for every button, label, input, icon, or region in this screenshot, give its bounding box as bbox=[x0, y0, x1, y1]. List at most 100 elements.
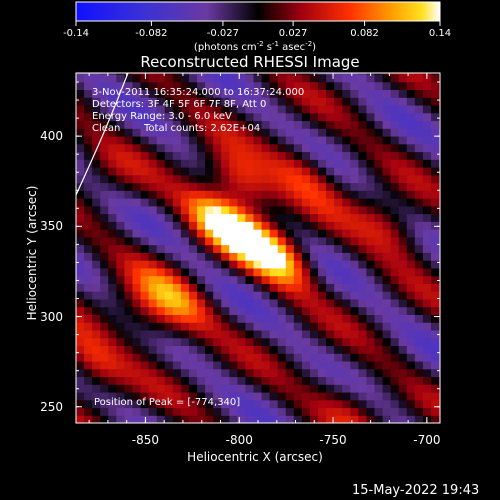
heatmap-cell bbox=[245, 252, 255, 261]
colorbar-ticks bbox=[75, 21, 441, 26]
heatmap-cell bbox=[293, 112, 303, 122]
heatmap-cell bbox=[100, 244, 109, 253]
heatmap-cell bbox=[180, 244, 190, 253]
heatmap-cell bbox=[326, 81, 335, 91]
heatmap-cell bbox=[309, 120, 319, 129]
heatmap-cell bbox=[430, 260, 440, 269]
heatmap-cell bbox=[342, 306, 351, 315]
heatmap-cell bbox=[301, 368, 311, 378]
heatmap-cell bbox=[92, 166, 101, 176]
heatmap-cell bbox=[253, 151, 263, 160]
heatmap-cell bbox=[148, 120, 158, 129]
heatmap-cell bbox=[422, 353, 432, 362]
heatmap-cell bbox=[100, 97, 109, 106]
heatmap-cell bbox=[156, 205, 166, 215]
colorbar-tick-label: -0.027 bbox=[206, 28, 240, 39]
heatmap-cell bbox=[164, 283, 174, 292]
heatmap-cell bbox=[140, 190, 150, 199]
heatmap-cell bbox=[221, 190, 230, 199]
heatmap-cell bbox=[414, 89, 424, 98]
heatmap-cell bbox=[261, 73, 271, 83]
heatmap-cell bbox=[197, 198, 206, 207]
heatmap-cell bbox=[188, 267, 198, 277]
heatmap-cell bbox=[406, 151, 416, 160]
heatmap-cell bbox=[76, 166, 85, 176]
heatmap-cell bbox=[124, 73, 134, 83]
heatmap-cell bbox=[76, 298, 85, 308]
heatmap-cell bbox=[92, 213, 101, 222]
heatmap-cell bbox=[197, 229, 206, 238]
heatmap-cell bbox=[374, 353, 384, 362]
heatmap-cell bbox=[180, 143, 190, 153]
heatmap-cell bbox=[342, 81, 351, 91]
heatmap-cell bbox=[205, 236, 214, 246]
heatmap-cell bbox=[285, 190, 295, 199]
heatmap-cell bbox=[334, 205, 343, 215]
heatmap-cell bbox=[164, 399, 174, 409]
heatmap-cell bbox=[172, 205, 182, 215]
heatmap-cell bbox=[374, 236, 384, 246]
heatmap-cell bbox=[358, 399, 368, 409]
heatmap-cell bbox=[132, 221, 142, 230]
heatmap-cell bbox=[172, 329, 182, 339]
heatmap-cell bbox=[261, 73, 271, 75]
x-tick-label: -700 bbox=[413, 433, 441, 447]
heatmap-cell bbox=[245, 213, 255, 222]
heatmap-cell bbox=[350, 182, 359, 191]
heatmap-cell bbox=[156, 329, 166, 339]
heatmap-cell bbox=[245, 120, 255, 129]
heatmap-cell bbox=[164, 275, 174, 284]
heatmap-cell bbox=[358, 143, 368, 153]
heatmap-cell bbox=[293, 384, 303, 393]
heatmap-cell bbox=[116, 229, 126, 238]
heatmap-cell bbox=[334, 360, 343, 370]
heatmap-cell bbox=[245, 159, 255, 168]
heatmap-cell bbox=[390, 89, 400, 98]
heatmap-cell bbox=[253, 198, 263, 207]
heatmap-cell bbox=[342, 104, 351, 114]
info-detectors: Detectors: 3F 4F 5F 6F 7F 8F, Att 0 bbox=[92, 99, 267, 110]
heatmap-cell bbox=[414, 360, 424, 370]
heatmap-cell bbox=[116, 376, 126, 385]
heatmap-cell bbox=[237, 198, 247, 207]
heatmap-cell bbox=[172, 275, 182, 284]
heatmap-cell bbox=[156, 407, 166, 416]
heatmap-cell bbox=[342, 368, 351, 378]
heatmap-cell bbox=[398, 198, 408, 207]
heatmap-cell bbox=[188, 322, 198, 331]
heatmap-cell bbox=[237, 275, 247, 284]
heatmap-cell bbox=[221, 97, 230, 106]
heatmap-cell bbox=[406, 252, 416, 261]
heatmap-cell bbox=[205, 345, 214, 354]
heatmap-cell bbox=[326, 198, 335, 207]
heatmap-cell bbox=[92, 221, 101, 230]
heatmap-cell bbox=[398, 135, 408, 145]
heatmap-cell bbox=[301, 391, 311, 401]
heatmap-cell bbox=[148, 275, 158, 284]
heatmap-cell bbox=[229, 368, 238, 378]
heatmap-cell bbox=[245, 205, 255, 215]
heatmap-cell bbox=[116, 213, 126, 222]
heatmap-cell bbox=[261, 112, 271, 122]
heatmap-cell bbox=[237, 252, 247, 261]
heatmap-cell bbox=[205, 182, 214, 191]
heatmap-cell bbox=[430, 97, 440, 106]
heatmap-cell bbox=[229, 73, 238, 75]
heatmap-cell bbox=[221, 104, 230, 114]
heatmap-cell bbox=[350, 384, 359, 393]
heatmap-cell bbox=[309, 353, 319, 362]
heatmap-cell bbox=[301, 407, 311, 416]
heatmap-cell bbox=[229, 143, 238, 153]
heatmap-cell bbox=[205, 322, 214, 331]
heatmap-cell bbox=[84, 322, 93, 331]
heatmap-cell bbox=[277, 166, 287, 176]
heatmap-cell bbox=[76, 360, 85, 370]
heatmap-cell bbox=[430, 314, 440, 323]
heatmap-cell bbox=[116, 399, 126, 409]
heatmap-cell bbox=[84, 151, 93, 160]
heatmap-cell bbox=[92, 415, 101, 423]
heatmap-cell bbox=[326, 143, 335, 153]
heatmap-cell bbox=[213, 415, 222, 423]
heatmap-cell bbox=[366, 298, 376, 308]
heatmap-cell bbox=[245, 143, 255, 153]
